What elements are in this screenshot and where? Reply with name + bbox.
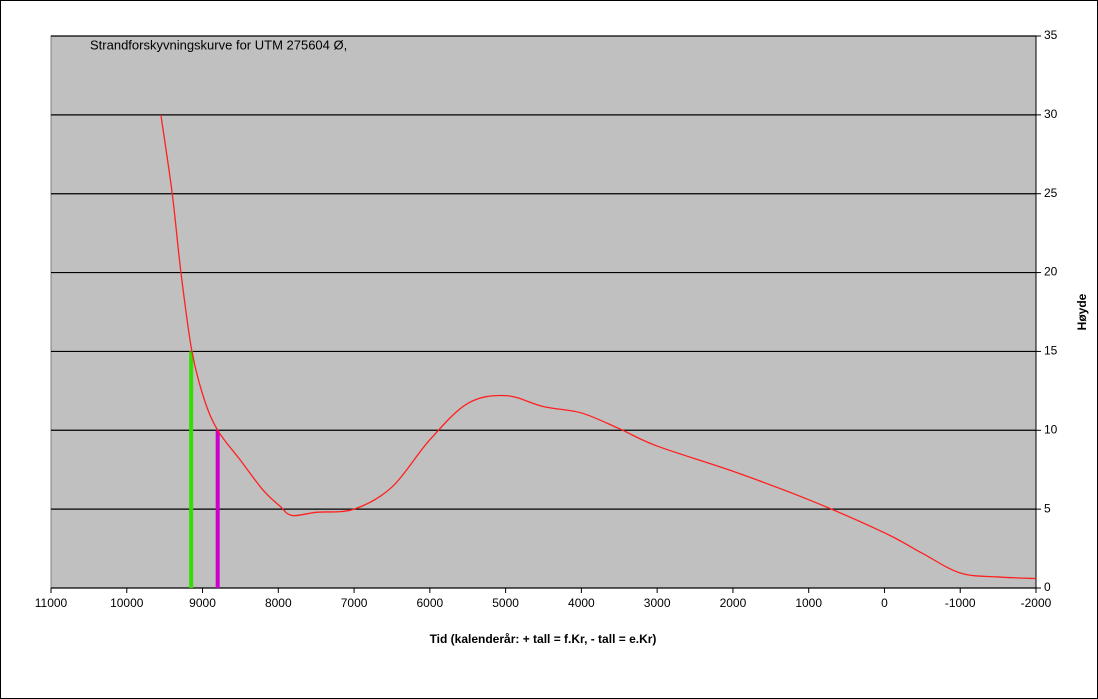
x-tick-label: -2000	[1021, 596, 1052, 610]
x-tick-label: 4000	[568, 596, 595, 610]
x-tick-label: 9000	[189, 596, 216, 610]
x-tick-label: 3000	[644, 596, 671, 610]
x-axis-label: Tid (kalenderår: + tall = f.Kr, - tall =…	[430, 632, 657, 646]
y-tick-label: 15	[1044, 344, 1058, 358]
x-tick-label: 10000	[110, 596, 144, 610]
y-tick-label: 0	[1044, 580, 1051, 594]
x-tick-label: 0	[881, 596, 888, 610]
line-series	[160, 114, 1037, 580]
chart-title: Strandforskyvningskurve for UTM 275604 Ø…	[90, 37, 347, 52]
x-tick-label: 8000	[265, 596, 292, 610]
x-tick-label: 7000	[341, 596, 368, 610]
y-tick-label: 30	[1044, 107, 1058, 121]
x-tick-label: 2000	[720, 596, 747, 610]
plot-area	[50, 35, 1037, 589]
y-tick-label: 20	[1044, 265, 1058, 279]
x-tick-label: -1000	[945, 596, 976, 610]
x-tick-label: 11000	[35, 596, 68, 610]
x-tick-label: 5000	[492, 596, 519, 610]
y-axis-label: Høyde	[1075, 293, 1089, 330]
y-tick-label: 10	[1044, 422, 1058, 436]
y-tick-label: 5	[1044, 501, 1051, 515]
x-tick-label: 1000	[795, 596, 822, 610]
x-tick-label: 6000	[416, 596, 443, 610]
y-tick-label: 25	[1044, 186, 1058, 200]
y-tick-label: 35	[1044, 28, 1058, 42]
